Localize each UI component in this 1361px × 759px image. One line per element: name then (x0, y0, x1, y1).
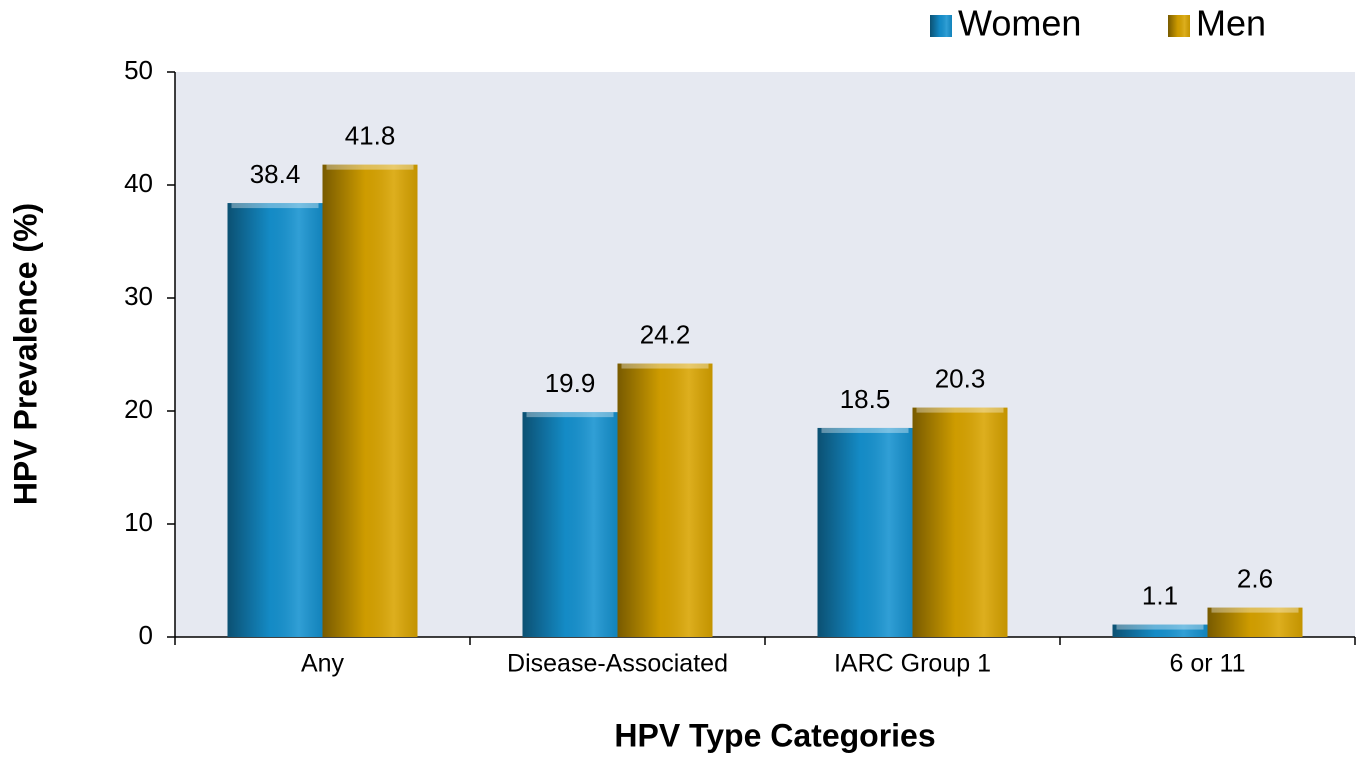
legend-swatch-shade (930, 15, 952, 37)
x-axis-label: HPV Type Categories (614, 717, 935, 753)
y-tick-label: 40 (124, 168, 153, 198)
y-tick-label: 30 (124, 281, 153, 311)
value-label: 1.1 (1142, 580, 1178, 610)
bar-shade (522, 412, 618, 637)
bar-cap (231, 203, 319, 209)
x-tick-label: Disease-Associated (507, 650, 728, 678)
bar-cap (526, 412, 614, 418)
legend-swatch-shade (1168, 15, 1190, 37)
y-axis-label: HPV Prevalence (%) (7, 203, 43, 505)
value-label: 19.9 (545, 368, 596, 398)
bar-cap (916, 407, 1004, 413)
x-tick-label: IARC Group 1 (834, 650, 991, 678)
x-tick-label: 6 or 11 (1170, 650, 1246, 678)
value-label: 41.8 (345, 121, 396, 151)
value-label: 2.6 (1237, 563, 1273, 593)
bar-shade (912, 407, 1008, 637)
bar-cap (621, 363, 709, 369)
bar-cap (821, 427, 909, 433)
y-tick-label: 50 (124, 55, 153, 85)
value-label: 38.4 (250, 159, 301, 189)
bar-cap (326, 164, 414, 170)
value-label: 18.5 (840, 384, 891, 414)
bar-shade (322, 164, 418, 637)
bar-shade (617, 363, 713, 637)
y-tick-label: 10 (124, 507, 153, 537)
bar-shade (227, 203, 323, 637)
legend-label: Men (1196, 3, 1266, 44)
bar-cap (1116, 624, 1204, 630)
value-label: 24.2 (640, 319, 691, 349)
bar-shade (817, 427, 913, 637)
y-tick-label: 0 (139, 620, 153, 650)
legend-label: Women (958, 3, 1081, 44)
bar-shade (1207, 607, 1303, 637)
x-tick-label: Any (301, 650, 345, 678)
y-tick-label: 20 (124, 394, 153, 424)
value-label: 20.3 (935, 363, 986, 393)
bar-cap (1211, 607, 1299, 613)
bar-shade (1112, 624, 1208, 637)
